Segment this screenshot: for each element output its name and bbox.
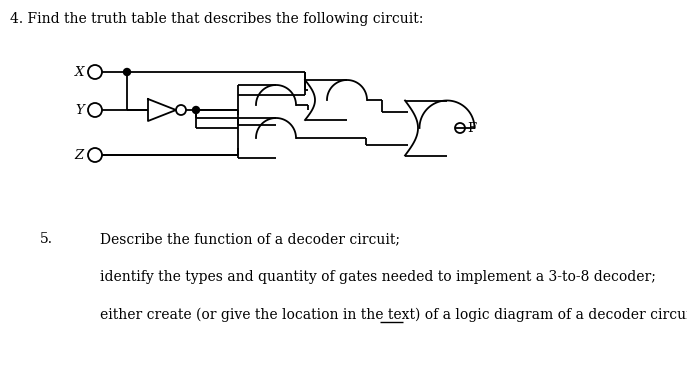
Text: Y: Y: [76, 103, 84, 116]
Text: 5.: 5.: [40, 232, 53, 246]
Text: 4. Find the truth table that describes the following circuit:: 4. Find the truth table that describes t…: [10, 12, 423, 26]
Text: either create (or give the location in the text) of a logic diagram of a decoder: either create (or give the location in t…: [100, 308, 687, 322]
Circle shape: [124, 68, 131, 75]
Text: F: F: [467, 121, 476, 135]
Circle shape: [192, 107, 199, 114]
Text: X: X: [75, 65, 84, 79]
Text: Describe the function of a decoder circuit;: Describe the function of a decoder circu…: [100, 232, 400, 246]
Text: identify the types and quantity of gates needed to implement a 3-to-8 decoder;: identify the types and quantity of gates…: [100, 270, 656, 284]
Text: Z: Z: [75, 149, 84, 161]
